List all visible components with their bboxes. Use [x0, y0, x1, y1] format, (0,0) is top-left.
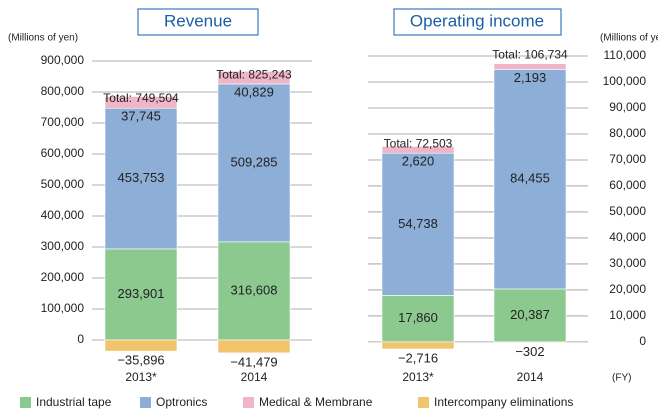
- data-label: 316,608: [231, 282, 278, 297]
- y-tick-label: 100,000: [41, 301, 85, 315]
- title-box: [393, 8, 562, 36]
- y-tick-label: 10,000: [609, 308, 646, 322]
- x-tick-label: 2014: [517, 370, 544, 384]
- x-tick-label: 2013*: [402, 370, 434, 384]
- y-axis-label: (Millions of yen): [600, 33, 658, 44]
- y-tick-label: 0: [639, 334, 646, 348]
- y-tick-label: 100,000: [603, 74, 647, 88]
- bar-segment: [217, 339, 291, 354]
- bar-segment: [104, 107, 178, 250]
- y-tick-label: 40,000: [609, 230, 646, 244]
- x-tick-label: 2013*: [125, 370, 157, 384]
- bar-segment: [104, 96, 178, 109]
- y-tick-label: 0: [77, 332, 84, 346]
- y-tick-label: 90,000: [609, 100, 646, 114]
- title-box: [137, 8, 259, 36]
- legend-label: Intercompany eliminations: [434, 395, 573, 409]
- y-tick-label: 300,000: [41, 239, 85, 253]
- y-tick-label: 700,000: [41, 115, 85, 129]
- legend-label: Medical & Membrane: [259, 395, 373, 409]
- total-label: Total: 106,734: [492, 48, 568, 62]
- y-tick-label: 600,000: [41, 146, 85, 160]
- bar-segment: [381, 295, 455, 343]
- bar-segment: [217, 241, 291, 341]
- data-label: 17,860: [398, 310, 438, 325]
- data-label: 40,829: [234, 84, 274, 99]
- legend-swatch: [418, 397, 429, 408]
- data-label: −35,896: [117, 353, 164, 368]
- bar-segment: [381, 152, 455, 296]
- x-tick-label: 2014: [241, 370, 268, 384]
- y-tick-label: 30,000: [609, 256, 646, 270]
- y-tick-label: 70,000: [609, 152, 646, 166]
- chart-title: Revenue: [164, 11, 232, 30]
- data-label: −41,479: [230, 354, 277, 369]
- data-label: 54,738: [398, 216, 438, 231]
- y-axis-label: (Millions of yen): [8, 33, 78, 44]
- y-tick-label: 200,000: [41, 270, 85, 284]
- legend-swatch: [243, 397, 254, 408]
- y-tick-label: 900,000: [41, 53, 85, 67]
- y-tick-label: 20,000: [609, 282, 646, 296]
- data-label: 84,455: [510, 171, 550, 186]
- bar-segment: [104, 339, 178, 352]
- data-label: −302: [515, 344, 544, 359]
- data-label: −2,716: [398, 350, 438, 365]
- y-tick-label: 400,000: [41, 208, 85, 222]
- data-label: 453,753: [118, 170, 165, 185]
- data-label: 509,285: [231, 154, 278, 169]
- data-label: 293,901: [118, 286, 165, 301]
- total-label: Total: 825,243: [216, 67, 292, 81]
- bar-segment: [493, 63, 567, 70]
- data-label: 20,387: [510, 307, 550, 322]
- y-tick-label: 60,000: [609, 178, 646, 192]
- y-tick-label: 80,000: [609, 126, 646, 140]
- y-tick-label: 50,000: [609, 204, 646, 218]
- legend-label: Optronics: [156, 395, 207, 409]
- legend-swatch: [140, 397, 151, 408]
- bar-segment: [493, 341, 567, 343]
- total-label: Total: 749,504: [103, 91, 179, 105]
- bar-segment: [217, 71, 291, 85]
- legend-swatch: [20, 397, 31, 408]
- bar-segment: [381, 146, 455, 154]
- y-tick-label: 800,000: [41, 84, 85, 98]
- data-label: 2,193: [514, 70, 547, 85]
- bar-segment: [493, 288, 567, 343]
- total-label: Total: 72,503: [384, 137, 453, 151]
- bar-segment: [217, 83, 291, 243]
- data-label: 2,620: [402, 154, 435, 169]
- x-axis-label: (FY): [612, 373, 631, 384]
- legend-label: Industrial tape: [36, 395, 112, 409]
- y-tick-label: 110,000: [604, 48, 647, 62]
- bar-segment: [381, 341, 455, 350]
- data-label: 37,745: [121, 109, 161, 124]
- chart-title: Operating income: [410, 11, 544, 30]
- y-tick-label: 500,000: [41, 177, 85, 191]
- bar-segment: [493, 69, 567, 290]
